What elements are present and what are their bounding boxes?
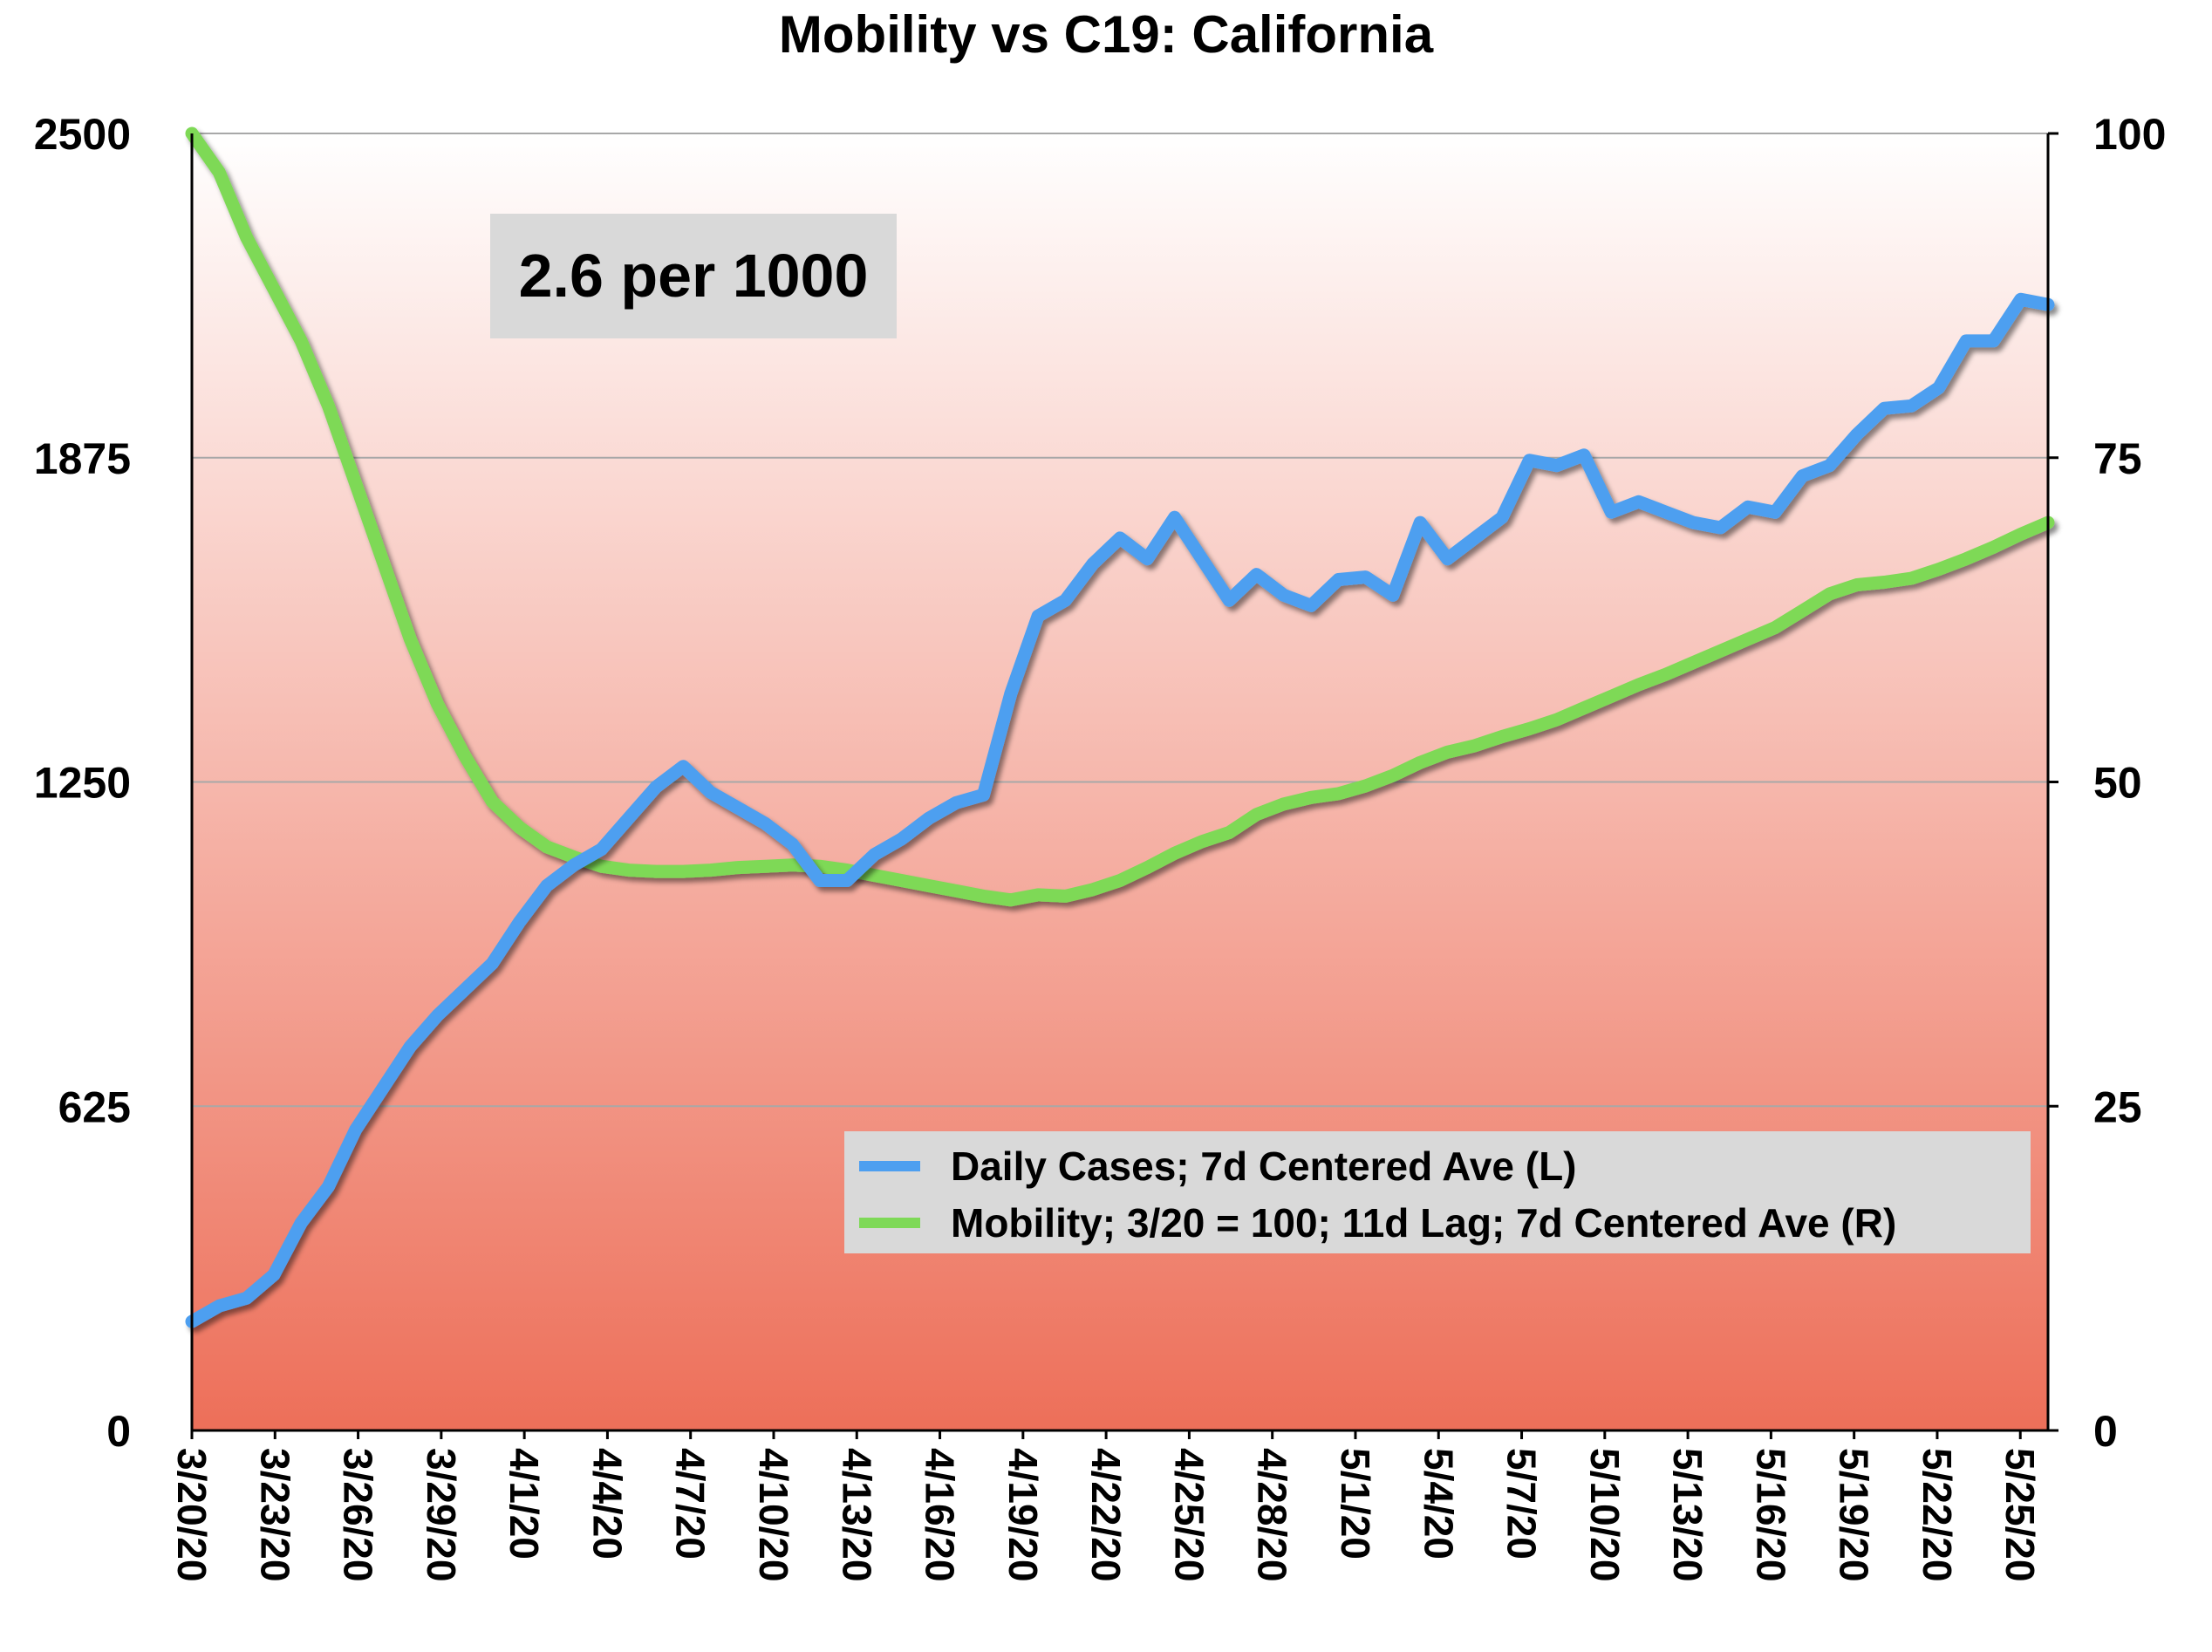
x-tick-label: 4/10/20 xyxy=(751,1448,796,1581)
x-tick-label: 3/20/20 xyxy=(169,1448,215,1581)
chart-title: Mobility vs C19: California xyxy=(779,5,1434,64)
x-tick-label: 4/13/20 xyxy=(834,1448,879,1581)
x-tick-label: 5/16/20 xyxy=(1748,1448,1793,1581)
x-axis-ticks: 3/20/20 3/23/20 3/26/20 3/29/20 4/1/20 4/4/20… xyxy=(169,1430,2043,1581)
x-tick-label: 4/4/20 xyxy=(584,1448,630,1560)
x-tick-label: 3/23/20 xyxy=(252,1448,297,1581)
x-tick-label: 5/13/20 xyxy=(1665,1448,1710,1581)
right-tick-label: 50 xyxy=(2093,759,2142,808)
x-tick-label: 4/1/20 xyxy=(502,1448,547,1560)
series-lines xyxy=(185,126,2055,1328)
x-tick-label: 3/29/20 xyxy=(419,1448,464,1581)
left-tick-label: 625 xyxy=(58,1082,131,1131)
left-tick-label: 1875 xyxy=(34,434,131,483)
x-tick-label: 5/25/20 xyxy=(1997,1448,2043,1581)
x-tick-label: 5/7/20 xyxy=(1499,1448,1545,1560)
x-tick-label: 4/28/20 xyxy=(1250,1448,1295,1581)
left-axis-ticks: 0 625 1250 1875 2500 xyxy=(34,110,131,1456)
left-tick-label: 0 xyxy=(106,1407,131,1456)
x-tick-label: 5/10/20 xyxy=(1582,1448,1628,1581)
right-axis-ticks: 0 25 50 75 100 xyxy=(2048,110,2166,1456)
x-tick-label: 3/26/20 xyxy=(336,1448,381,1581)
gridlines xyxy=(192,133,2048,1108)
annotation-box: 2.6 per 1000 xyxy=(490,214,897,338)
left-tick-label: 2500 xyxy=(34,110,131,159)
legend: Daily Cases; 7d Centered Ave (L) Mobilit… xyxy=(844,1131,2031,1253)
x-tick-label: 4/25/20 xyxy=(1166,1448,1212,1581)
left-tick-label: 1250 xyxy=(34,759,131,808)
x-tick-label: 4/22/20 xyxy=(1083,1448,1129,1581)
legend-label-daily-cases: Daily Cases; 7d Centered Ave (L) xyxy=(951,1143,1577,1189)
right-tick-label: 75 xyxy=(2093,434,2142,483)
x-tick-label: 4/16/20 xyxy=(918,1448,963,1581)
right-tick-label: 25 xyxy=(2093,1082,2142,1131)
x-tick-label: 5/22/20 xyxy=(1915,1448,1960,1581)
x-tick-label: 4/7/20 xyxy=(668,1448,713,1560)
x-tick-label: 5/19/20 xyxy=(1832,1448,1877,1581)
x-tick-label: 5/4/20 xyxy=(1416,1448,1461,1560)
x-tick-label: 4/19/20 xyxy=(1000,1448,1046,1581)
legend-label-mobility: Mobility; 3/20 = 100; 11d Lag; 7d Center… xyxy=(951,1200,1896,1246)
annotation-text: 2.6 per 1000 xyxy=(519,242,869,310)
right-tick-label: 0 xyxy=(2093,1407,2118,1456)
right-tick-label: 100 xyxy=(2093,110,2166,159)
series-line-mobility xyxy=(185,126,2055,907)
x-tick-label: 5/1/20 xyxy=(1333,1448,1378,1560)
series-line-daily-cases xyxy=(185,292,2055,1328)
